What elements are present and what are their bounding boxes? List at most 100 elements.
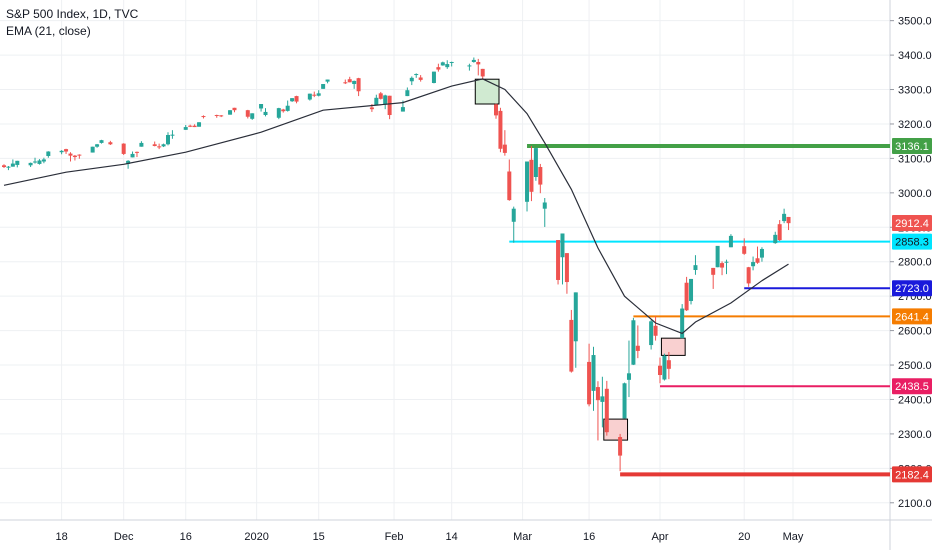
candle-body: [525, 161, 530, 202]
y-tick-label: 3400.0: [898, 50, 932, 62]
candle-body: [471, 59, 476, 62]
price-label-2912.4: 2912.4: [895, 218, 929, 230]
candle-body: [281, 109, 286, 112]
price-label-2641.4: 2641.4: [895, 311, 929, 323]
candle-body: [595, 387, 600, 401]
candle-body: [626, 373, 631, 380]
candle-body: [728, 235, 733, 248]
candle-body: [28, 162, 33, 166]
candle-body: [369, 107, 374, 110]
y-tick-label: 2400.0: [898, 394, 932, 406]
x-tick-label: 18: [55, 531, 67, 543]
candle-body: [476, 61, 481, 65]
candle-body: [321, 84, 326, 89]
candle-body: [538, 167, 543, 185]
candle-body: [573, 292, 578, 342]
candle-body: [170, 134, 175, 136]
candle-body: [130, 153, 135, 158]
price-label-bg-2858.3: [892, 233, 932, 250]
candle-body: [759, 248, 764, 258]
chart-legend: S&P 500 Index, 1D, TVC EMA (21, close): [6, 6, 138, 40]
price-label-bg-3136.1: [892, 137, 932, 154]
retest-box: [660, 337, 686, 356]
candle-body: [564, 253, 569, 283]
candle-body: [250, 113, 255, 119]
candle-body: [41, 159, 46, 162]
candle-body: [121, 143, 126, 154]
candle-body: [502, 144, 507, 153]
candle-body: [64, 149, 69, 152]
candle-body: [294, 96, 299, 102]
candle-body: [99, 140, 104, 143]
candle-body: [631, 320, 636, 365]
y-tick-label: 3500.0: [898, 16, 932, 28]
candle-body: [751, 262, 756, 267]
price-label-2438.5: 2438.5: [895, 381, 929, 393]
candle-body: [2, 165, 6, 168]
candle-body: [95, 144, 100, 147]
x-tick-label: 14: [446, 531, 458, 543]
x-tick-label: Apr: [651, 531, 668, 543]
candle-body: [183, 127, 188, 130]
candle-body: [782, 213, 787, 222]
candle-body: [507, 171, 512, 201]
indicator-label: EMA (21, close): [6, 24, 91, 38]
chart-title: S&P 500 Index, 1D, TVC: [6, 7, 139, 21]
candle-body: [374, 97, 379, 106]
price-label-2182.4: 2182.4: [895, 469, 929, 481]
candle-body: [161, 144, 166, 147]
candle-body: [6, 166, 11, 168]
candle-body: [418, 77, 423, 80]
ema-line: [3, 78, 789, 335]
candle-body: [383, 95, 388, 105]
price-label-bg-2641.4: [892, 308, 932, 325]
price-label-bg-2182.4: [892, 466, 932, 483]
candle-body: [232, 107, 237, 111]
candle-body: [219, 115, 224, 117]
candle-body: [689, 278, 694, 301]
price-label-3136.1: 3136.1: [895, 141, 929, 153]
candle-body: [587, 361, 592, 405]
candle-body: [15, 160, 20, 165]
candle-body: [777, 224, 782, 241]
candle-body: [742, 246, 747, 254]
candle-body: [33, 161, 38, 163]
top-box: [474, 78, 500, 105]
x-tick-label: 16: [583, 531, 595, 543]
candle-body: [90, 146, 95, 153]
y-tick-label: 2600.0: [898, 326, 932, 338]
candle-body: [307, 93, 312, 100]
candle-body: [618, 437, 623, 456]
candle-body: [285, 105, 290, 111]
candle-body: [214, 115, 219, 117]
candle-body: [711, 267, 716, 275]
candle-body: [635, 345, 640, 351]
price-label-bg-2723.0: [892, 280, 932, 297]
y-tick-label: 2300.0: [898, 429, 932, 441]
candle-body: [157, 146, 162, 148]
x-tick-label: Dec: [114, 531, 134, 543]
candle-body: [325, 79, 330, 82]
candle-body: [720, 263, 725, 268]
candle-body: [569, 319, 574, 372]
x-tick-label: Feb: [385, 531, 404, 543]
candle-body: [409, 77, 414, 82]
candle-body: [312, 94, 317, 96]
candle-body: [693, 265, 698, 270]
candle-body: [134, 151, 139, 153]
candle-body: [378, 93, 383, 99]
candle-body: [436, 67, 441, 70]
candle-body: [467, 65, 472, 67]
candle-body: [77, 154, 82, 156]
candle-body: [600, 396, 605, 402]
candle-body: [72, 155, 77, 158]
candle-body: [108, 142, 113, 145]
candle-body: [680, 308, 685, 339]
candle-body: [290, 98, 295, 102]
candle-body: [356, 78, 361, 92]
candle-body: [622, 383, 627, 419]
candle-body: [405, 90, 410, 97]
candle-body: [197, 122, 202, 127]
